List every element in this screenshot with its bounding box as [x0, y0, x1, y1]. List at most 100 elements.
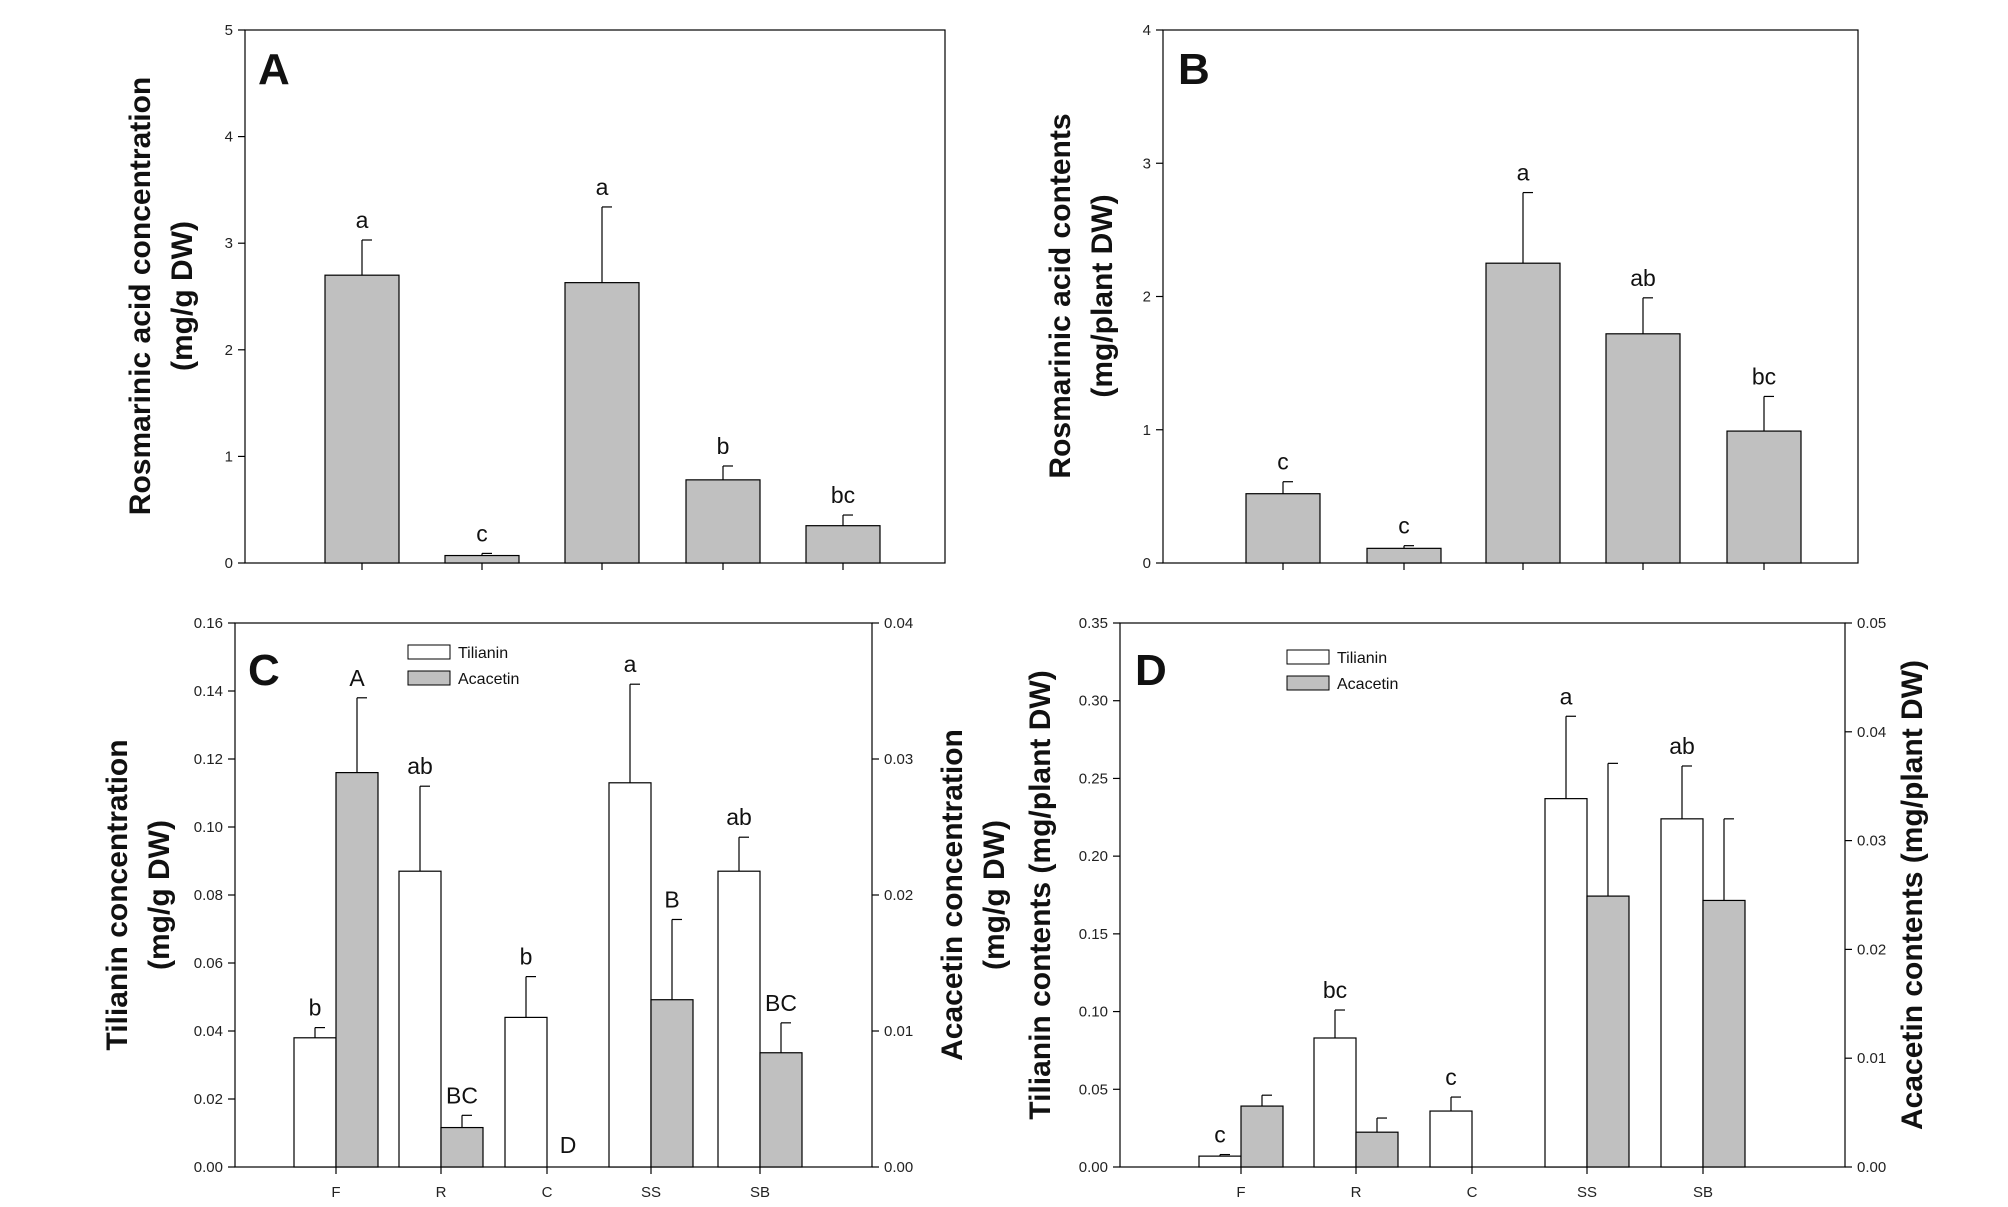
significance-label: c: [1277, 449, 1289, 475]
bar-tilianin: [1429, 1110, 1473, 1168]
legend-swatch: [1286, 649, 1330, 665]
y-tick-label: 0.04: [194, 1023, 223, 1040]
significance-label: a: [356, 207, 369, 233]
bar-tilianin: [1198, 1155, 1242, 1168]
x-tick-label: C: [1467, 1184, 1478, 1201]
panel-d: 0.00 0.05 0.10 0.15 0.20 0.25 0.30 0.35 0.00 0.01…: [1024, 615, 1929, 1201]
bar-rosmarinic-acid: [685, 479, 761, 564]
y2-tick-label: 0.03: [884, 751, 913, 768]
panel-letter: C: [248, 646, 280, 695]
bar-tilianin: [717, 870, 761, 1168]
bar-tilianin: [1544, 798, 1588, 1168]
legend-swatch: [407, 644, 451, 660]
bar-acacetin: [335, 771, 379, 1168]
legend-label: Tilianin: [458, 645, 508, 662]
y2-tick-label: 0.04: [884, 615, 913, 632]
legend-label: Acacetin: [1337, 676, 1398, 693]
y2-tick-label: 0.00: [1857, 1159, 1886, 1176]
legend-label: Acacetin: [458, 671, 519, 688]
panel-b: 0 1 2 3 4 c c a ab bc B Rosmarinic acid contents (mg…: [1044, 22, 1859, 572]
y-tick-label: 3: [1143, 155, 1151, 172]
y-axis-label: (mg/g DW): [166, 221, 199, 371]
y-tick-label: 0.12: [194, 751, 223, 768]
bar-acacetin: [759, 1052, 803, 1168]
panel-c: 0.00 0.02 0.04 0.06 0.08 0.10 0.12 0.14 0.16 0.00…: [101, 615, 1011, 1201]
y2-tick-label: 0.00: [884, 1159, 913, 1176]
bar-tilianin: [1660, 818, 1704, 1168]
y-axis-label: Rosmarinic acid concentration: [124, 77, 157, 515]
y2-tick-label: 0.01: [1857, 1050, 1886, 1067]
y-tick-label: 5: [225, 22, 233, 39]
bar-acacetin: [650, 999, 694, 1168]
x-tick-label: C: [542, 1184, 553, 1201]
y-tick-label: 0: [225, 555, 233, 572]
y-tick-label: 0.14: [194, 683, 223, 700]
significance-label: a: [596, 174, 609, 200]
significance-label: b: [717, 433, 730, 459]
y-tick-label: 0.35: [1079, 615, 1108, 632]
bar-rosmarinic-acid: [1245, 493, 1321, 564]
y-tick-label: 0.30: [1079, 693, 1108, 710]
significance-label: c: [476, 520, 488, 546]
y2-axis-label: (mg/g DW): [978, 820, 1011, 970]
bar-acacetin: [1355, 1131, 1399, 1168]
y-tick-label: 0.10: [194, 819, 223, 836]
panel-a: 0 1 2 3 4 5 a c a b bc A Rosmarinic acid concentrati…: [124, 22, 946, 572]
y-tick-label: 0.20: [1079, 848, 1108, 865]
y2-axis-label: Acacetin contents (mg/plant DW): [1896, 660, 1929, 1130]
bar-acacetin: [1702, 899, 1746, 1168]
bar-rosmarinic-acid: [1366, 547, 1442, 564]
x-tick-label: R: [1351, 1184, 1362, 1201]
y-tick-label: 0.02: [194, 1091, 223, 1108]
y-tick-label: 3: [225, 235, 233, 252]
significance-label: a: [1517, 160, 1530, 186]
bar-acacetin: [1586, 895, 1630, 1168]
plot-frame: [1119, 622, 1846, 1168]
y-tick-label: 1: [1143, 422, 1151, 439]
y2-tick-label: 0.05: [1857, 615, 1886, 632]
significance-label: b: [309, 995, 322, 1021]
panel-letter: A: [258, 45, 290, 94]
bar-rosmarinic-acid: [1726, 430, 1802, 564]
y-tick-label: 0.08: [194, 887, 223, 904]
x-tick-label: R: [436, 1184, 447, 1201]
y-axis-label: (mg/g DW): [143, 820, 176, 970]
bar-rosmarinic-acid: [324, 274, 400, 564]
legend-swatch: [407, 670, 451, 686]
legend-label: Tilianin: [1337, 650, 1387, 667]
significance-label: BC: [765, 990, 797, 1016]
y-tick-label: 2: [1143, 289, 1151, 306]
y-tick-label: 4: [1143, 22, 1151, 39]
bar-acacetin: [440, 1126, 484, 1168]
significance-label: c: [1445, 1064, 1457, 1090]
y-tick-label: 0.10: [1079, 1004, 1108, 1021]
y-tick-label: 0: [1143, 555, 1151, 572]
y-axis-label: Tilianin contents (mg/plant DW): [1024, 670, 1057, 1119]
y-tick-label: 4: [225, 129, 233, 146]
significance-label: c: [1398, 513, 1410, 539]
significance-label: A: [349, 665, 365, 691]
significance-label: bc: [831, 482, 855, 508]
significance-label: a: [1560, 683, 1573, 709]
significance-label: ab: [1630, 265, 1656, 291]
legend-swatch: [1286, 675, 1330, 691]
panel-letter: B: [1178, 45, 1210, 94]
y-tick-label: 0.05: [1079, 1081, 1108, 1098]
y2-tick-label: 0.01: [884, 1023, 913, 1040]
significance-label: D: [560, 1132, 577, 1158]
y-tick-label: 2: [225, 342, 233, 359]
bar-tilianin: [504, 1016, 548, 1168]
bar-rosmarinic-acid: [564, 282, 640, 564]
panel-letter: D: [1135, 646, 1167, 695]
bar-tilianin: [293, 1037, 337, 1168]
bar-tilianin: [1313, 1037, 1357, 1168]
y-tick-label: 0.25: [1079, 770, 1108, 787]
significance-label: ab: [1669, 733, 1695, 759]
y-tick-label: 0.16: [194, 615, 223, 632]
bar-rosmarinic-acid: [805, 525, 881, 564]
significance-label: c: [1214, 1122, 1226, 1148]
y2-tick-label: 0.02: [1857, 941, 1886, 958]
x-tick-label: SB: [1693, 1184, 1713, 1201]
y2-axis-label: Acacetin concentration: [936, 729, 969, 1061]
